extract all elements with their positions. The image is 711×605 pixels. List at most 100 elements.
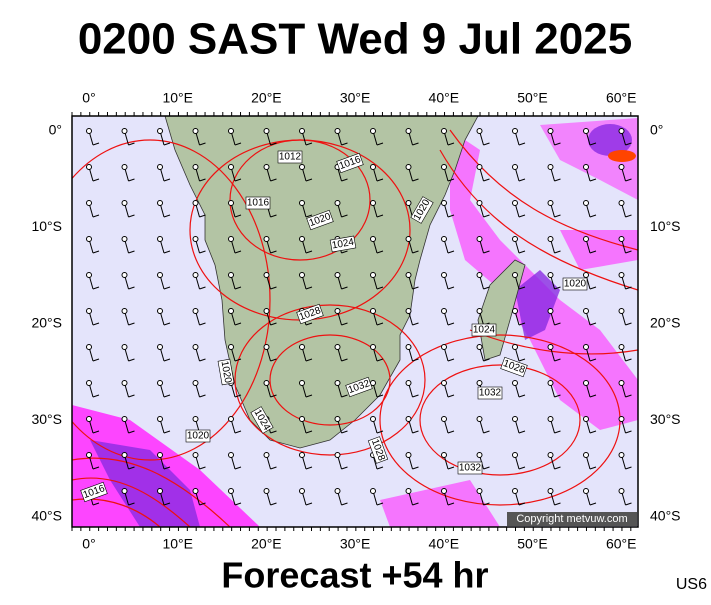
station <box>512 200 518 206</box>
isobar-label-box <box>367 436 389 464</box>
station <box>583 416 589 422</box>
station <box>405 452 412 458</box>
barb-flag <box>305 142 313 146</box>
barb-flag <box>92 322 100 326</box>
station <box>228 200 234 206</box>
barb-flag <box>554 358 561 362</box>
barb-flag <box>270 214 277 218</box>
station <box>228 272 234 278</box>
lon-label-bottom: 50°E <box>517 536 548 552</box>
station <box>618 164 625 170</box>
isobar-label-text: 1012 <box>279 152 302 163</box>
station <box>618 452 625 458</box>
station <box>405 236 412 242</box>
barb-flag <box>163 142 171 146</box>
barb-flag <box>341 394 348 398</box>
station <box>86 128 92 134</box>
station <box>299 200 305 206</box>
barb-flag <box>412 502 419 506</box>
station <box>441 452 447 458</box>
barb-flag <box>163 430 171 434</box>
station <box>583 200 589 206</box>
barb-flag <box>270 142 277 146</box>
barb-flag <box>589 322 597 326</box>
barb-flag <box>234 286 242 290</box>
barb-flag <box>163 502 171 506</box>
barb-flag <box>270 394 277 398</box>
station <box>370 488 376 494</box>
barb-flag <box>447 502 455 506</box>
station <box>157 488 163 494</box>
station <box>263 272 270 278</box>
barb-flag <box>554 250 561 254</box>
station <box>157 164 163 170</box>
barb-flag <box>589 286 597 290</box>
station <box>405 344 412 350</box>
station <box>157 128 163 134</box>
station <box>405 200 412 206</box>
barb-flag <box>163 466 171 470</box>
isobar-label: 1016 <box>245 196 271 210</box>
station <box>618 380 625 386</box>
barb-flag <box>341 286 348 290</box>
station <box>476 200 483 206</box>
station <box>618 308 625 314</box>
barb-flag <box>163 394 171 398</box>
barb-flag <box>341 430 348 434</box>
barb-flag <box>341 358 348 362</box>
station <box>583 380 589 386</box>
barb-flag <box>447 358 455 362</box>
barb-flag <box>199 502 206 506</box>
barb-flag <box>234 142 242 146</box>
station <box>192 344 199 350</box>
station <box>618 488 625 494</box>
barb-flag <box>625 286 632 290</box>
lon-label-top: 40°E <box>429 90 460 106</box>
isobar-label-text: 1016 <box>247 198 270 209</box>
barb-flag <box>163 286 171 290</box>
station <box>192 200 199 206</box>
barb-flag <box>447 430 455 434</box>
barb-flag <box>625 214 632 218</box>
lon-label-bottom: 60°E <box>606 536 637 552</box>
isobar-label-box <box>80 481 108 503</box>
station <box>405 380 412 386</box>
barb-flag <box>305 178 313 182</box>
station <box>121 308 128 314</box>
barb-flag <box>518 358 526 362</box>
lat-label-left: 0° <box>49 122 62 138</box>
barb-flag <box>92 286 100 290</box>
station <box>405 488 412 494</box>
barb-flag <box>376 214 384 218</box>
forecast-label: Forecast +54 hr <box>221 555 488 596</box>
station <box>618 416 625 422</box>
isobar-label-box <box>410 196 434 224</box>
barb-flag <box>447 178 455 182</box>
station <box>299 164 305 170</box>
barb-flag <box>518 322 526 326</box>
station <box>547 236 554 242</box>
barb-flag <box>554 502 561 506</box>
station <box>583 344 589 350</box>
station <box>299 344 305 350</box>
barb-flag <box>234 394 242 398</box>
station <box>441 164 447 170</box>
barb-flag <box>92 250 100 254</box>
station <box>583 272 589 278</box>
station <box>370 344 376 350</box>
station <box>618 344 625 350</box>
barb-flag <box>589 214 597 218</box>
station <box>299 236 305 242</box>
station <box>583 236 589 242</box>
barb-flag <box>589 394 597 398</box>
station <box>512 272 518 278</box>
isobar-label-box <box>306 209 334 231</box>
station <box>405 128 412 134</box>
barb-flag <box>305 286 313 290</box>
station <box>334 416 341 422</box>
barb-flag <box>128 322 135 326</box>
station <box>121 488 128 494</box>
barb-flag <box>305 430 313 434</box>
barb-flag <box>270 322 277 326</box>
station <box>547 380 554 386</box>
